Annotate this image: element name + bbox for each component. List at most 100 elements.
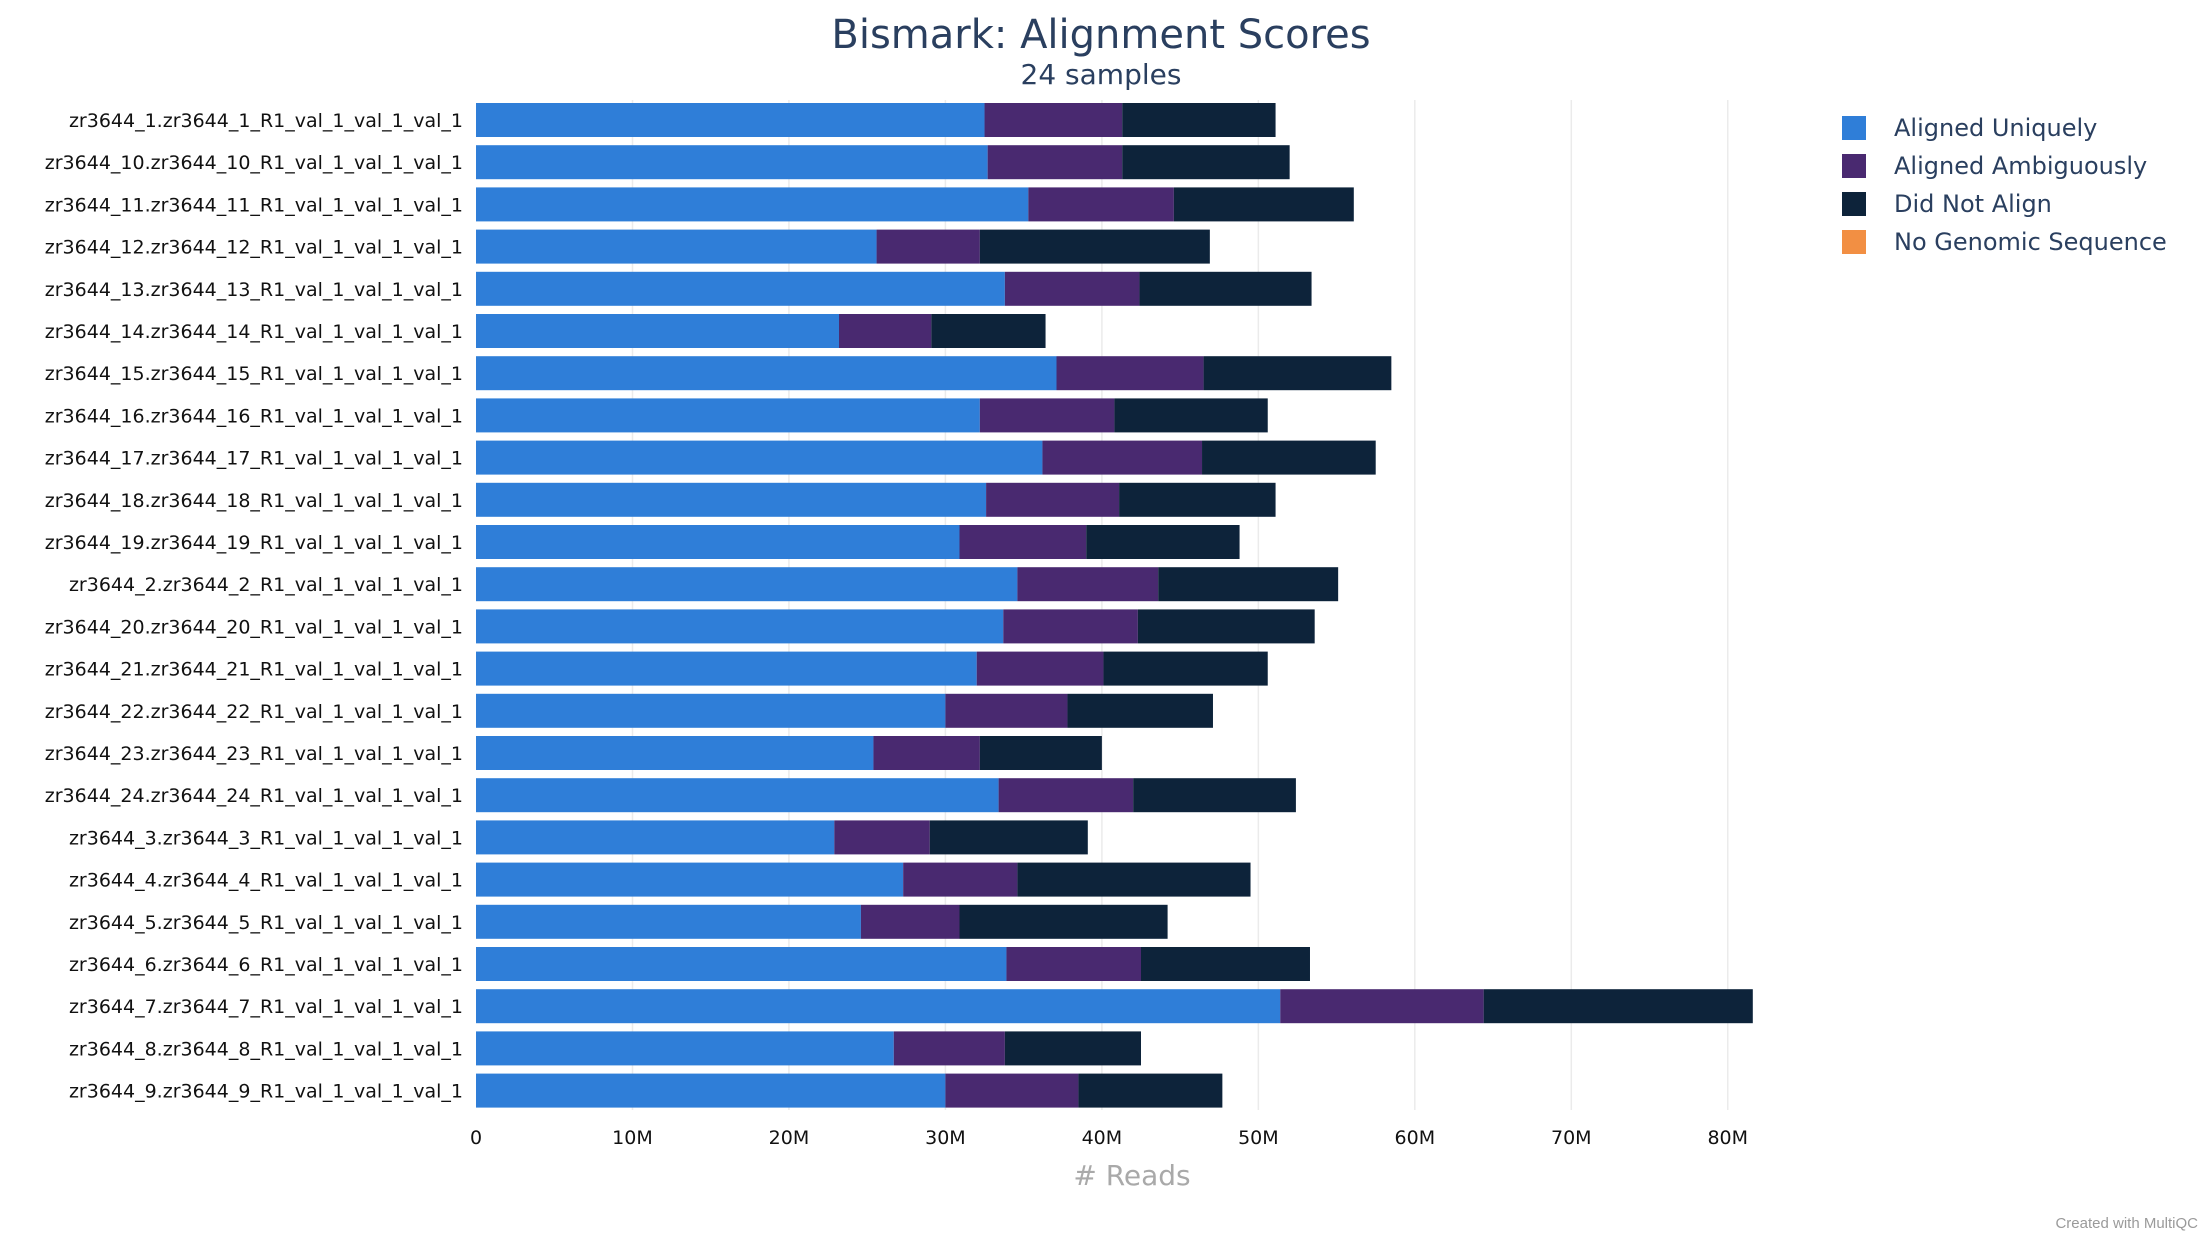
bar-segment-aligned-ambiguously[interactable] — [1056, 356, 1204, 391]
bar-segment-aligned-ambiguously[interactable] — [945, 693, 1068, 728]
legend-swatch — [1842, 116, 1866, 140]
bar-segment-did-not-align[interactable] — [959, 904, 1168, 939]
bar-segment-aligned-ambiguously[interactable] — [1004, 271, 1140, 306]
bar-segment-aligned-ambiguously[interactable] — [903, 862, 1018, 897]
sample-label: zr3644_5.zr3644_5_R1_val_1_val_1_val_1 — [69, 912, 463, 934]
bar-segment-aligned-uniquely[interactable] — [476, 482, 987, 517]
x-tick-label: 80M — [1707, 1127, 1748, 1149]
bar-segment-aligned-uniquely[interactable] — [476, 862, 904, 897]
sample-label: zr3644_10.zr3644_10_R1_val_1_val_1_val_1 — [45, 152, 463, 174]
bar-segment-aligned-uniquely[interactable] — [476, 778, 999, 813]
bar-segment-did-not-align[interactable] — [1122, 103, 1276, 137]
bar-segment-did-not-align[interactable] — [1119, 482, 1276, 517]
x-tick-label: 40M — [1082, 1127, 1123, 1149]
bar-segment-aligned-ambiguously[interactable] — [998, 778, 1134, 813]
bar-segment-aligned-ambiguously[interactable] — [893, 1031, 1005, 1066]
bar-segment-did-not-align[interactable] — [1202, 440, 1376, 475]
bar-segment-aligned-uniquely[interactable] — [476, 904, 861, 939]
sample-label: zr3644_16.zr3644_16_R1_val_1_val_1_val_1 — [45, 405, 463, 427]
bar-segment-aligned-uniquely[interactable] — [476, 567, 1018, 602]
bar-segment-aligned-ambiguously[interactable] — [839, 314, 932, 348]
x-tick-label: 10M — [612, 1127, 653, 1149]
bar-segment-aligned-ambiguously[interactable] — [976, 651, 1104, 686]
bar-segment-aligned-uniquely[interactable] — [476, 356, 1057, 391]
bar-segment-aligned-ambiguously[interactable] — [945, 1073, 1079, 1108]
bar-segment-aligned-uniquely[interactable] — [476, 271, 1005, 306]
bar-segment-aligned-uniquely[interactable] — [476, 145, 988, 180]
bar-segment-aligned-ambiguously[interactable] — [1042, 440, 1203, 475]
bar-segment-did-not-align[interactable] — [1103, 651, 1268, 686]
bar-segment-aligned-uniquely[interactable] — [476, 440, 1043, 475]
sample-label: zr3644_18.zr3644_18_R1_val_1_val_1_val_1 — [45, 490, 463, 512]
bar-segment-did-not-align[interactable] — [1017, 862, 1251, 897]
bar-segment-aligned-ambiguously[interactable] — [1028, 187, 1174, 222]
bar-segment-did-not-align[interactable] — [1078, 1073, 1223, 1108]
bar-segment-did-not-align[interactable] — [1086, 525, 1240, 559]
bar-segment-did-not-align[interactable] — [1141, 947, 1310, 981]
bar-segment-did-not-align[interactable] — [1173, 187, 1354, 222]
bar-segment-did-not-align[interactable] — [1137, 609, 1315, 644]
bar-segment-aligned-uniquely[interactable] — [476, 525, 960, 559]
bar-segment-aligned-uniquely[interactable] — [476, 398, 980, 433]
credit-text: Created with MultiQC — [2055, 1215, 2198, 1232]
bar-segment-did-not-align[interactable] — [1122, 145, 1290, 180]
sample-label: zr3644_6.zr3644_6_R1_val_1_val_1_val_1 — [69, 954, 463, 976]
bar-segment-aligned-uniquely[interactable] — [476, 187, 1029, 222]
sample-labels: zr3644_1.zr3644_1_R1_val_1_val_1_val_1zr… — [45, 110, 463, 1103]
bar-segment-aligned-ambiguously[interactable] — [876, 229, 980, 264]
bar-segment-aligned-uniquely[interactable] — [476, 314, 840, 348]
bar-segment-did-not-align[interactable] — [1133, 778, 1296, 813]
bar-segment-aligned-uniquely[interactable] — [476, 609, 1004, 644]
bar-segment-did-not-align[interactable] — [979, 736, 1102, 770]
bar-segment-aligned-uniquely[interactable] — [476, 651, 977, 686]
sample-label: zr3644_3.zr3644_3_R1_val_1_val_1_val_1 — [69, 827, 463, 849]
sample-label: zr3644_2.zr3644_2_R1_val_1_val_1_val_1 — [69, 574, 463, 596]
bar-segment-did-not-align[interactable] — [929, 820, 1088, 855]
bar-segment-did-not-align[interactable] — [1067, 693, 1213, 728]
legend-item[interactable]: Aligned Ambiguously — [1894, 152, 2147, 180]
bar-segment-aligned-ambiguously[interactable] — [987, 145, 1123, 180]
bar-segment-did-not-align[interactable] — [1158, 567, 1339, 602]
bar-segment-aligned-uniquely[interactable] — [476, 693, 946, 728]
bar-segment-aligned-uniquely[interactable] — [476, 1073, 946, 1108]
bar-segment-aligned-ambiguously[interactable] — [979, 398, 1115, 433]
x-tick-label: 20M — [769, 1127, 810, 1149]
bar-segment-aligned-uniquely[interactable] — [476, 989, 1281, 1024]
bar-segment-aligned-ambiguously[interactable] — [873, 736, 980, 770]
bar-segment-aligned-uniquely[interactable] — [476, 820, 835, 855]
bar-segment-aligned-uniquely[interactable] — [476, 103, 985, 137]
bar-segment-aligned-ambiguously[interactable] — [860, 904, 960, 939]
bar-segment-aligned-ambiguously[interactable] — [834, 820, 930, 855]
x-tick-label: 0 — [470, 1127, 482, 1149]
bar-segment-did-not-align[interactable] — [931, 314, 1046, 348]
sample-label: zr3644_21.zr3644_21_R1_val_1_val_1_val_1 — [45, 659, 463, 681]
sample-label: zr3644_19.zr3644_19_R1_val_1_val_1_val_1 — [45, 532, 463, 554]
bar-segment-aligned-ambiguously[interactable] — [986, 482, 1120, 517]
bar-segment-aligned-uniquely[interactable] — [476, 947, 1007, 981]
sample-label: zr3644_11.zr3644_11_R1_val_1_val_1_val_1 — [45, 194, 463, 216]
legend-swatch — [1842, 154, 1866, 178]
bar-segment-aligned-uniquely[interactable] — [476, 229, 877, 264]
bar-segment-aligned-uniquely[interactable] — [476, 736, 874, 770]
bar-segment-did-not-align[interactable] — [1004, 1031, 1141, 1066]
bar-segment-did-not-align[interactable] — [1483, 989, 1753, 1024]
bar-segment-aligned-ambiguously[interactable] — [1017, 567, 1159, 602]
bar-segment-did-not-align[interactable] — [979, 229, 1210, 264]
sample-label: zr3644_4.zr3644_4_R1_val_1_val_1_val_1 — [69, 870, 463, 892]
bar-segment-did-not-align[interactable] — [1203, 356, 1392, 391]
bar-segment-aligned-ambiguously[interactable] — [1006, 947, 1141, 981]
sample-label: zr3644_20.zr3644_20_R1_val_1_val_1_val_1 — [45, 616, 463, 638]
bar-segment-aligned-uniquely[interactable] — [476, 1031, 894, 1066]
sample-label: zr3644_7.zr3644_7_R1_val_1_val_1_val_1 — [69, 996, 463, 1018]
legend-item[interactable]: Aligned Uniquely — [1894, 114, 2097, 142]
sample-label: zr3644_12.zr3644_12_R1_val_1_val_1_val_1 — [45, 237, 463, 259]
legend-item[interactable]: Did Not Align — [1894, 190, 2052, 218]
bar-segment-aligned-ambiguously[interactable] — [1003, 609, 1138, 644]
legend-swatch — [1842, 230, 1866, 254]
bar-segment-did-not-align[interactable] — [1139, 271, 1312, 306]
bar-segment-aligned-ambiguously[interactable] — [984, 103, 1123, 137]
bar-segment-aligned-ambiguously[interactable] — [959, 525, 1087, 559]
legend-item[interactable]: No Genomic Sequence — [1894, 228, 2167, 256]
bar-segment-aligned-ambiguously[interactable] — [1280, 989, 1484, 1024]
bar-segment-did-not-align[interactable] — [1114, 398, 1268, 433]
